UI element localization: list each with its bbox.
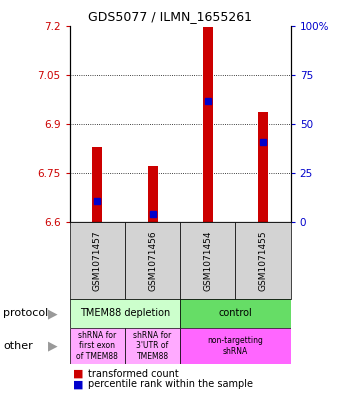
Bar bbox=[180, 299, 291, 328]
Bar bbox=[70, 328, 125, 364]
Text: GDS5077 / ILMN_1655261: GDS5077 / ILMN_1655261 bbox=[88, 10, 252, 23]
Bar bbox=[125, 222, 180, 299]
Bar bbox=[235, 222, 291, 299]
Text: shRNA for
first exon
of TMEM88: shRNA for first exon of TMEM88 bbox=[76, 331, 118, 361]
Text: other: other bbox=[3, 341, 33, 351]
Text: ■: ■ bbox=[73, 379, 84, 389]
Text: TMEM88 depletion: TMEM88 depletion bbox=[80, 309, 170, 318]
Bar bbox=[70, 222, 125, 299]
Text: ■: ■ bbox=[73, 369, 84, 379]
Text: transformed count: transformed count bbox=[88, 369, 179, 379]
Bar bbox=[125, 328, 180, 364]
Text: percentile rank within the sample: percentile rank within the sample bbox=[88, 379, 253, 389]
Text: GSM1071455: GSM1071455 bbox=[259, 230, 268, 291]
Text: protocol: protocol bbox=[3, 309, 49, 318]
Text: shRNA for
3'UTR of
TMEM88: shRNA for 3'UTR of TMEM88 bbox=[133, 331, 172, 361]
Bar bbox=[70, 299, 180, 328]
Bar bbox=[180, 222, 235, 299]
Bar bbox=[203, 27, 213, 222]
Bar bbox=[258, 112, 268, 222]
Text: non-targetting
shRNA: non-targetting shRNA bbox=[207, 336, 264, 356]
Text: GSM1071454: GSM1071454 bbox=[203, 230, 212, 290]
Bar bbox=[180, 328, 291, 364]
Text: ▶: ▶ bbox=[48, 339, 57, 353]
Text: ▶: ▶ bbox=[48, 307, 57, 320]
Bar bbox=[92, 147, 102, 222]
Text: GSM1071457: GSM1071457 bbox=[93, 230, 102, 291]
Text: control: control bbox=[219, 309, 252, 318]
Bar bbox=[148, 166, 157, 222]
Text: GSM1071456: GSM1071456 bbox=[148, 230, 157, 291]
